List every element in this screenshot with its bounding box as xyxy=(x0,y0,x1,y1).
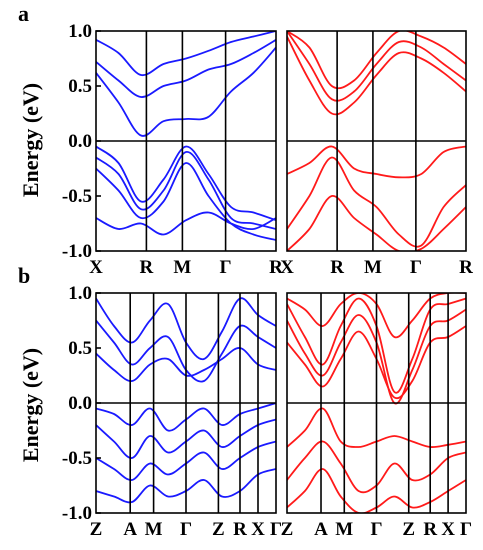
plots-layer: X R M Γ R1.00.50.0-0.5-1.0X R M Γ RZ A M Γ Z R X Γ1.00.… xyxy=(62,21,473,540)
subplot-a-1: X R M Γ R1.00.50.0-0.5-1.0 xyxy=(62,21,283,278)
x-tick-label: R xyxy=(140,257,154,278)
band-line-2 xyxy=(96,39,276,98)
x-tick-label: R xyxy=(330,257,344,278)
band-lines xyxy=(287,31,466,251)
x-tick-label: Γ xyxy=(370,519,382,540)
y-tick-label: 0.5 xyxy=(68,338,92,359)
y-tick-label: 0.0 xyxy=(68,131,92,152)
band-line-3 xyxy=(96,31,276,77)
x-tick-label: A xyxy=(314,519,328,540)
y-tick-label: 0.0 xyxy=(68,393,92,414)
plot-frame xyxy=(286,292,467,514)
y-tick-label: 0.5 xyxy=(68,76,92,97)
x-tick-label: X xyxy=(280,257,294,278)
x-tick-label: R xyxy=(269,257,283,278)
x-tick-label: A xyxy=(123,519,137,540)
y-tick-label: -0.5 xyxy=(62,448,92,469)
x-tick-label: M xyxy=(364,257,382,278)
band-line-2 xyxy=(287,31,466,102)
x-tick-label: Z xyxy=(281,519,294,540)
panel-a-ylabel: Energy (eV) xyxy=(18,83,43,197)
band-line-5 xyxy=(96,151,276,230)
band-line-4 xyxy=(96,145,276,222)
band-line-1 xyxy=(96,46,276,137)
x-tick-label: Γ xyxy=(270,519,282,540)
x-tick-label: R xyxy=(423,519,437,540)
panel-a-letter: a xyxy=(18,1,29,26)
x-tick-label: Γ xyxy=(460,519,472,540)
x-tick-label: Γ xyxy=(220,257,232,278)
subplot-b-1: Z A M Γ Z R X Γ1.00.50.0-0.5-1.0 xyxy=(62,283,282,540)
band-lines xyxy=(96,31,276,241)
x-tick-label: Γ xyxy=(180,519,192,540)
x-tick-label: X xyxy=(89,257,103,278)
band-line-1 xyxy=(287,36,466,116)
band-line-6 xyxy=(96,162,276,241)
band-line-5 xyxy=(287,156,466,248)
x-tick-label: X xyxy=(441,519,455,540)
y-tick-label: -1.0 xyxy=(62,503,92,524)
panel-b-letter: b xyxy=(18,263,30,288)
band-line-7 xyxy=(96,211,276,236)
panel-b-ylabel: Energy (eV) xyxy=(18,348,43,462)
x-tick-label: M xyxy=(335,519,353,540)
y-tick-label: -1.0 xyxy=(62,241,92,262)
x-tick-label: X xyxy=(251,519,265,540)
band-line-6 xyxy=(287,195,466,251)
band-line-3 xyxy=(287,31,466,90)
band-line-4 xyxy=(287,145,466,179)
x-tick-label: M xyxy=(173,257,191,278)
y-tick-label: 1.0 xyxy=(68,21,92,42)
x-tick-label: M xyxy=(145,519,163,540)
x-tick-label: Γ xyxy=(410,257,422,278)
x-tick-label: Z xyxy=(90,519,103,540)
x-tick-label: Z xyxy=(402,519,415,540)
plot-frame xyxy=(286,30,467,252)
x-tick-label: Z xyxy=(212,519,225,540)
x-tick-label: R xyxy=(459,257,473,278)
y-tick-label: 1.0 xyxy=(68,283,92,304)
x-tick-label: R xyxy=(233,519,247,540)
y-tick-label: -0.5 xyxy=(62,186,92,207)
